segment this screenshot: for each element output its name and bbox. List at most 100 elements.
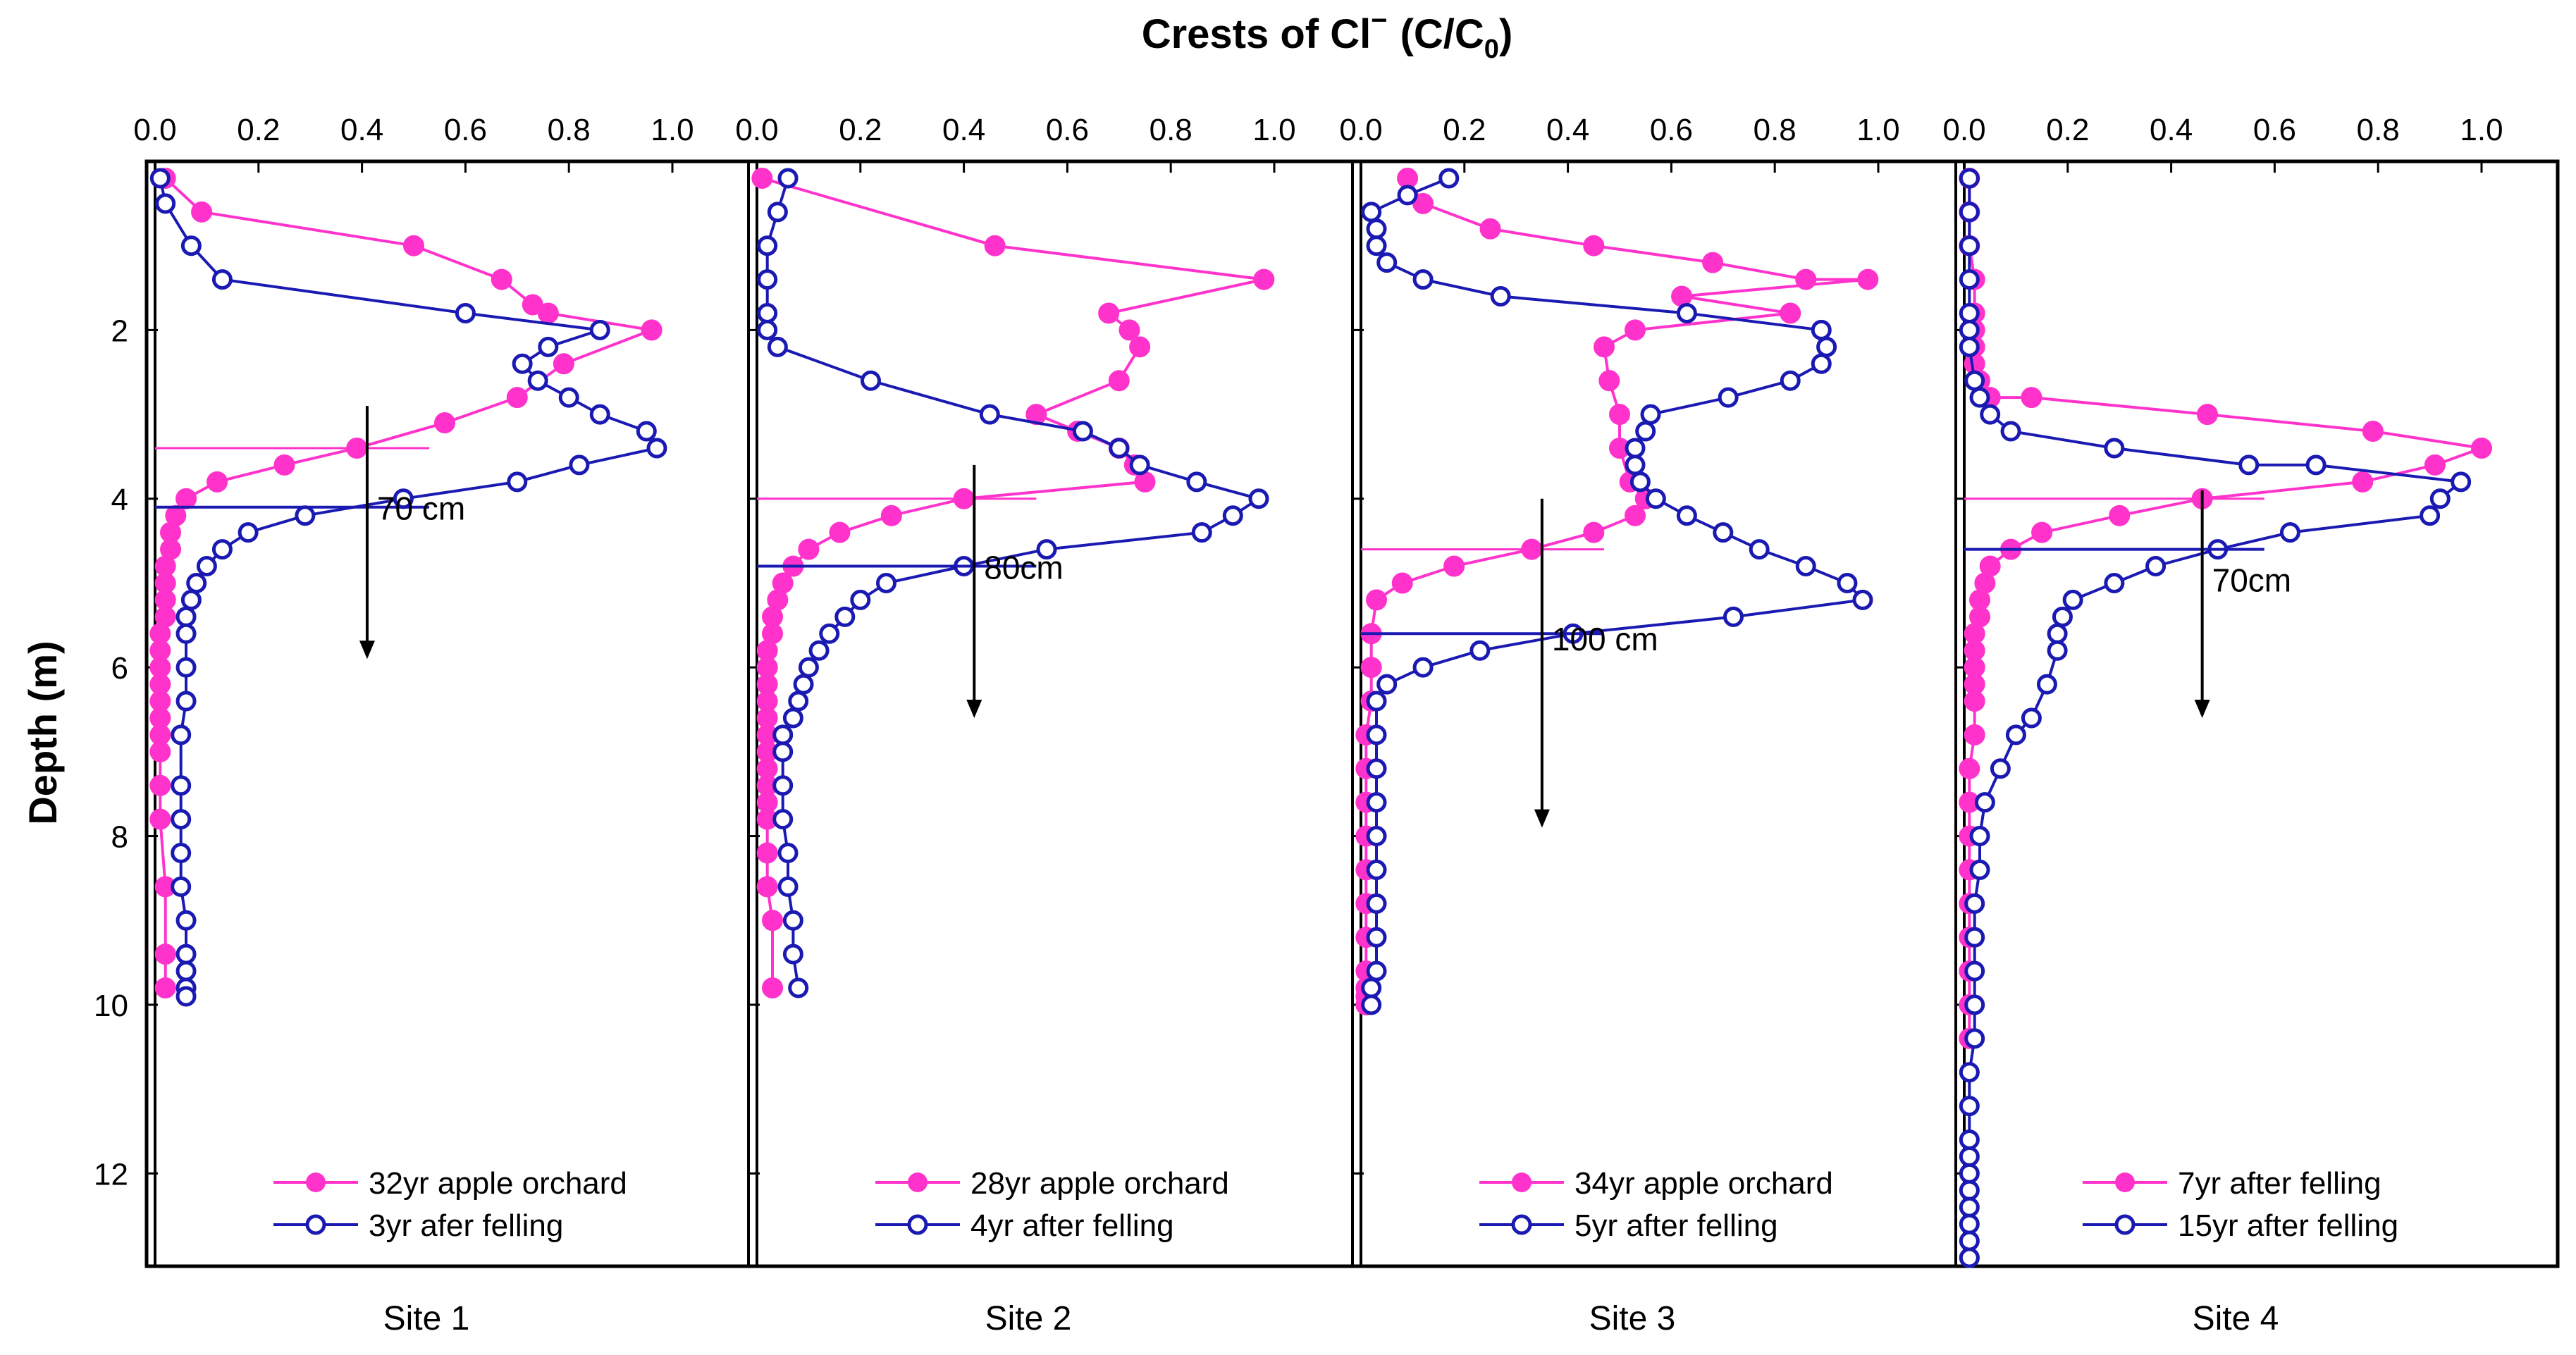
panel-3-series-line-1	[1364, 177, 1868, 1005]
panel-2-legend-marker-orchard	[908, 1173, 928, 1192]
panel-2-felling-point	[1129, 454, 1150, 476]
panel-4-felling-point	[1964, 893, 1985, 914]
panel-4-felling-point	[1964, 927, 1985, 948]
panel-4-felling-point	[1964, 994, 1985, 1015]
panel-2-felling-point	[788, 977, 809, 998]
panel-1-orchard-point	[149, 741, 171, 762]
panel-3-orchard-point	[1479, 218, 1501, 240]
panel-3-felling-point	[1366, 691, 1387, 712]
panel-2-felling-point	[788, 691, 809, 712]
panel-2-orchard-point	[762, 910, 784, 932]
chart-title-unit: (C/C	[1400, 11, 1484, 57]
panel-4-felling-point	[2420, 505, 2441, 526]
panel-4-felling-point	[1974, 792, 1995, 813]
chart-title-unit-suffix: )	[1499, 11, 1512, 57]
panel-4-orchard-point	[2424, 454, 2446, 476]
panel-4-felling-point	[2047, 640, 2068, 661]
panel-3-felling-point	[1412, 269, 1434, 290]
panel-4-felling-point	[1959, 202, 1980, 223]
panel-4-felling-point	[2429, 488, 2451, 509]
panel-1-orchard-point	[491, 268, 512, 290]
panel-3-legend-marker-felling	[1511, 1214, 1532, 1235]
panel-3-orchard-point	[1795, 268, 1817, 290]
panel-1-orchard-point	[149, 808, 171, 830]
panel-3-felling-point	[1412, 657, 1434, 678]
panel-1-felling-point	[175, 691, 197, 712]
panel-3-felling-point	[1625, 454, 1646, 476]
panel-4-felling-point	[1959, 336, 1980, 357]
panel-4-felling-point	[1959, 1180, 1980, 1201]
panel-4-felling-point	[2279, 522, 2300, 543]
panel-3-felling-point	[1366, 792, 1387, 813]
panel-3-orchard-point	[1609, 404, 1630, 426]
panel-1-orchard-point	[641, 319, 663, 341]
panel-3-orchard-point	[1391, 572, 1413, 594]
panel-4-felling-point	[2062, 589, 2083, 610]
panel-4-felling-point	[1980, 404, 2001, 425]
panel-2-felling-point	[1036, 539, 1057, 560]
chart-title-superscript: −	[1371, 5, 1387, 36]
panel-3-felling-point	[1366, 218, 1387, 240]
panel-4-felling-point	[1959, 1213, 1980, 1235]
panel-1-orchard-point	[191, 201, 213, 223]
panel-1-x-tick-label: 0.8	[548, 113, 591, 147]
panel-4	[1959, 161, 2492, 1268]
panel-1-felling-point	[211, 269, 233, 290]
panel-3-orchard-point	[1598, 370, 1620, 392]
panel-3-felling-point	[1723, 606, 1744, 627]
panel-3	[1355, 161, 1879, 1266]
panel-3-orchard-point	[1593, 336, 1615, 358]
panel-2-orchard-point	[1098, 302, 1120, 324]
panel-1-felling-point	[149, 168, 171, 189]
panel-2-orchard-point	[829, 521, 851, 543]
panel-1-felling-point	[455, 302, 476, 323]
panel-2-felling-point	[777, 168, 799, 189]
panel-1-legend-marker-orchard	[306, 1173, 326, 1192]
panel-3-felling-point	[1361, 994, 1382, 1015]
panel-4-felling-point	[2145, 556, 2167, 577]
panel-2-felling-point	[819, 623, 840, 644]
panel-2-felling-point	[757, 302, 778, 323]
panel-2-orchard-point	[880, 505, 902, 526]
panel-1-felling-point	[569, 454, 590, 476]
panel-3-felling-point	[1361, 202, 1382, 223]
panel-4-orchard-point	[1964, 724, 1985, 745]
panel-4-felling-point	[1959, 168, 1980, 189]
panel-1-felling-point	[186, 572, 207, 593]
panel-2-orchard-point	[1253, 268, 1275, 290]
panel-2-orchard-point	[984, 235, 1006, 256]
panel-2-felling-point	[1191, 522, 1212, 543]
panel-1-orchard-point	[273, 454, 295, 476]
panel-1-felling-point	[196, 556, 217, 577]
panel-4-felling-point	[2052, 606, 2073, 627]
panel-1-felling-point	[238, 522, 259, 543]
panel-4-x-tick-label: 1.0	[2460, 113, 2503, 147]
panel-4-felling-point	[2305, 454, 2327, 476]
panel-2-felling-point	[777, 876, 799, 897]
panel-3-felling-point	[1640, 404, 1661, 425]
panel-1-series-line-2	[159, 178, 660, 996]
panel-1	[149, 161, 667, 1266]
panel-1-felling-point	[175, 623, 197, 644]
panel-3-orchard-point	[1857, 268, 1879, 290]
panel-3-felling-point	[1795, 556, 1816, 577]
chart-title-text: Crests of Cl	[1142, 11, 1372, 57]
panel-2-felling-point	[798, 657, 819, 678]
plot-frame	[144, 159, 2560, 1268]
panel-3-legend: 34yr apple orchard 5yr after felling	[1479, 1166, 1833, 1243]
panel-2-felling-point	[772, 809, 794, 830]
panel-4-felling-point	[1959, 319, 1980, 340]
panel-4-legend-label-orchard: 7yr after felling	[2178, 1166, 2381, 1201]
panel-1-orchard-point	[154, 977, 176, 999]
panel-1-orchard-point	[175, 488, 197, 509]
panel-2-felling-point	[1248, 488, 1269, 509]
panel-2-felling-point	[876, 572, 896, 593]
panel-3-orchard-point	[1625, 505, 1646, 526]
panel-2-felling-point	[757, 235, 778, 256]
panel-4-felling-point	[1959, 269, 1980, 290]
panel-3-legend-label-orchard: 34yr apple orchard	[1574, 1166, 1833, 1201]
panel-3-orchard-point	[1583, 521, 1605, 543]
panel-3-felling-point	[1718, 387, 1739, 408]
panel-3-x-tick-label: 0.2	[1443, 113, 1486, 147]
panel-1-felling-point	[507, 471, 528, 493]
